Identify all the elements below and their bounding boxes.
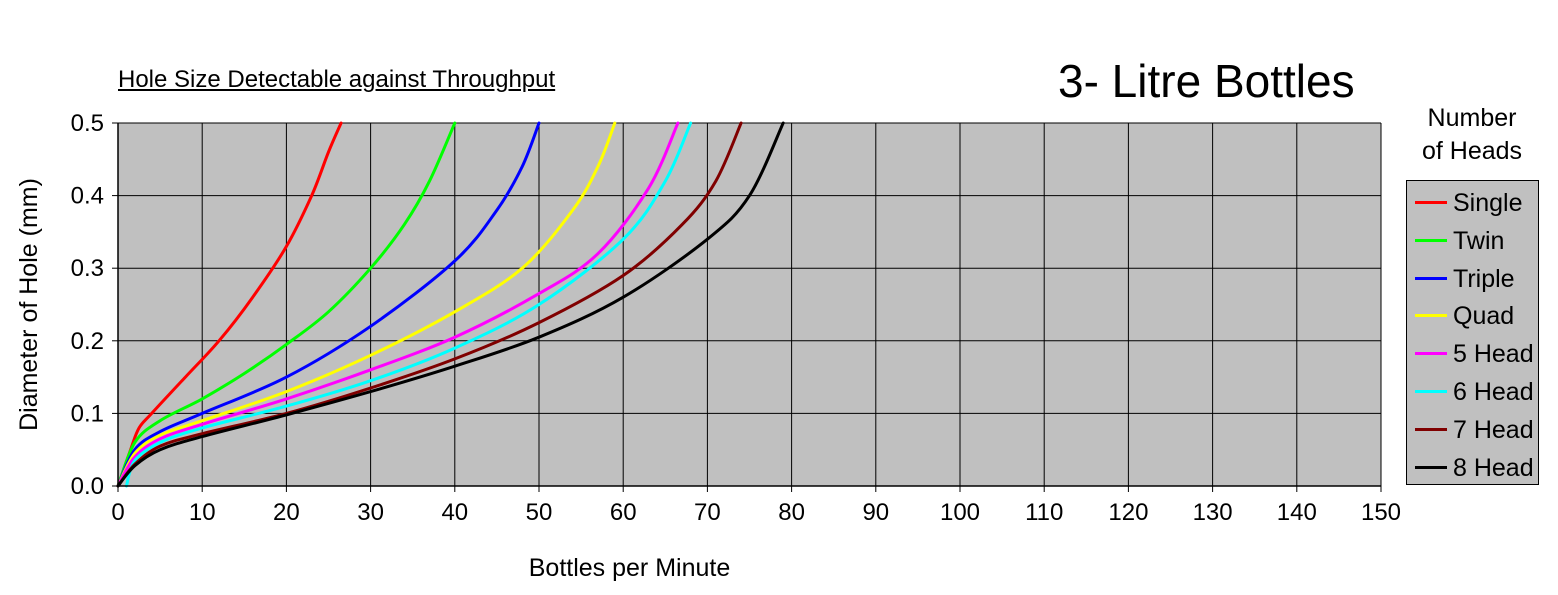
x-tick-label: 10 bbox=[189, 499, 216, 526]
series-line-4 bbox=[116, 121, 617, 488]
y-tick-label: 0.0 bbox=[71, 473, 104, 500]
legend-item: 6 Head bbox=[1407, 372, 1538, 410]
grid-lines bbox=[118, 122, 1382, 486]
y-tick-label: 0.4 bbox=[71, 183, 104, 210]
legend-swatch bbox=[1415, 314, 1447, 318]
legend-label: 5 Head bbox=[1453, 340, 1534, 369]
axes bbox=[112, 122, 1382, 492]
series-line-7 bbox=[116, 121, 743, 488]
x-tick-label: 20 bbox=[273, 499, 300, 526]
chart-title: 3- Litre Bottles bbox=[1058, 55, 1355, 107]
y-tick-label: 0.3 bbox=[71, 255, 104, 282]
legend-title-line2: of Heads bbox=[1421, 137, 1523, 165]
legend-swatch bbox=[1415, 465, 1447, 469]
series-line-6 bbox=[124, 121, 693, 488]
legend-swatch bbox=[1415, 427, 1447, 431]
legend-title-line1: Number bbox=[1427, 104, 1517, 132]
y-tick-label: 0.5 bbox=[71, 110, 104, 137]
legend-swatch bbox=[1415, 390, 1447, 393]
legend-item: Single bbox=[1407, 183, 1538, 221]
legend-swatch bbox=[1415, 238, 1447, 242]
legend: Single Twin Triple Quad 5 Head 6 Head 7 Head 8 … bbox=[1406, 180, 1539, 485]
series-lines bbox=[116, 121, 785, 488]
x-tick-label: 110 bbox=[1025, 499, 1063, 526]
x-tick-label: 90 bbox=[862, 499, 889, 526]
series-line-5 bbox=[116, 121, 680, 488]
series-line-3 bbox=[116, 121, 541, 488]
y-tick-label: 0.1 bbox=[71, 400, 104, 427]
legend-label: Quad bbox=[1453, 302, 1515, 331]
legend-item: Triple bbox=[1407, 259, 1538, 297]
legend-label: 8 Head bbox=[1453, 453, 1534, 482]
legend-item: 7 Head bbox=[1407, 410, 1538, 448]
x-tick-label: 150 bbox=[1361, 499, 1401, 526]
x-tick-label: 30 bbox=[357, 499, 384, 526]
chart-subtitle: Hole Size Detectable against Throughput bbox=[118, 66, 556, 93]
legend-item: 5 Head bbox=[1407, 334, 1538, 372]
y-tick-label: 0.2 bbox=[71, 328, 104, 355]
legend-swatch bbox=[1415, 352, 1447, 356]
legend-title: Number of Heads bbox=[1406, 102, 1538, 168]
x-tick-label: 60 bbox=[610, 499, 637, 526]
x-tick-label: 120 bbox=[1108, 499, 1148, 526]
legend-swatch bbox=[1415, 201, 1447, 204]
x-tick-label: 50 bbox=[526, 499, 553, 526]
series-line-8 bbox=[116, 121, 785, 488]
legend-item: Quad bbox=[1407, 296, 1538, 334]
plot-area bbox=[118, 123, 1381, 486]
x-tick-label: 140 bbox=[1277, 499, 1317, 526]
legend-label: Twin bbox=[1453, 226, 1505, 255]
legend-label: 6 Head bbox=[1453, 378, 1534, 406]
series-line-1 bbox=[116, 121, 343, 488]
x-tick-label: 70 bbox=[694, 499, 721, 526]
x-axis-label: Bottles per Minute bbox=[529, 554, 731, 582]
legend-label: Single bbox=[1453, 189, 1523, 217]
tick-labels: 0 10 20 30 40 50 60 70 80 90 100 110 120 130 140 150 0.0… bbox=[71, 110, 1401, 526]
x-tick-label: 40 bbox=[441, 499, 468, 526]
x-tick-label: 80 bbox=[778, 499, 805, 526]
legend-label: 7 Head bbox=[1453, 415, 1534, 444]
x-tick-label: 130 bbox=[1193, 499, 1233, 526]
x-tick-label: 100 bbox=[940, 499, 980, 526]
x-tick-label: 0 bbox=[111, 499, 124, 526]
legend-label: Triple bbox=[1453, 264, 1515, 293]
legend-swatch bbox=[1415, 276, 1447, 280]
y-axis-label: Diameter of Hole (mm) bbox=[15, 178, 43, 431]
legend-item: 8 Head bbox=[1407, 448, 1538, 486]
legend-item: Twin bbox=[1407, 221, 1538, 259]
series-line-2 bbox=[116, 121, 457, 488]
